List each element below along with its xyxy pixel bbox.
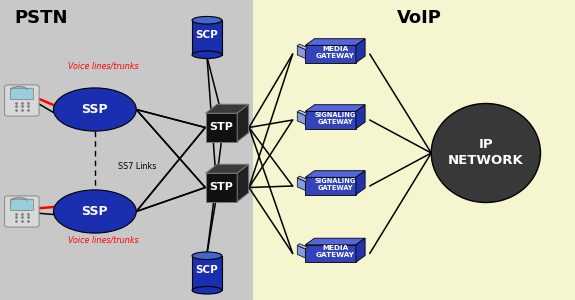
Polygon shape <box>297 244 308 249</box>
Text: STP: STP <box>209 182 233 193</box>
Polygon shape <box>297 178 305 190</box>
FancyBboxPatch shape <box>10 88 33 100</box>
FancyBboxPatch shape <box>192 20 222 55</box>
Ellipse shape <box>431 103 540 202</box>
Polygon shape <box>297 112 305 124</box>
Circle shape <box>53 190 136 233</box>
Bar <box>305 45 356 63</box>
Text: SCP: SCP <box>196 265 218 275</box>
FancyBboxPatch shape <box>10 199 33 211</box>
Text: SS7 Links: SS7 Links <box>118 162 156 171</box>
Polygon shape <box>297 110 308 116</box>
Ellipse shape <box>192 51 222 59</box>
Polygon shape <box>356 105 365 129</box>
Text: SCP: SCP <box>196 29 218 40</box>
Bar <box>206 173 237 202</box>
Polygon shape <box>356 238 365 262</box>
Text: IP
NETWORK: IP NETWORK <box>448 139 524 167</box>
Polygon shape <box>305 39 365 45</box>
Ellipse shape <box>192 252 222 260</box>
Polygon shape <box>206 164 249 173</box>
Bar <box>305 177 356 195</box>
Polygon shape <box>297 44 308 50</box>
Ellipse shape <box>192 286 222 294</box>
Text: MEDIA
GATEWAY: MEDIA GATEWAY <box>316 245 355 258</box>
FancyBboxPatch shape <box>192 256 222 290</box>
FancyBboxPatch shape <box>5 196 39 227</box>
Circle shape <box>53 88 136 131</box>
Text: Voice lines/trunks: Voice lines/trunks <box>68 236 139 244</box>
Text: STP: STP <box>209 122 233 133</box>
Text: MEDIA
GATEWAY: MEDIA GATEWAY <box>316 46 355 59</box>
Polygon shape <box>356 39 365 63</box>
Polygon shape <box>356 171 365 195</box>
Polygon shape <box>237 104 249 142</box>
Polygon shape <box>237 164 249 202</box>
Polygon shape <box>305 171 365 177</box>
Polygon shape <box>297 245 305 258</box>
Text: Voice lines/trunks: Voice lines/trunks <box>68 61 139 70</box>
Text: SSP: SSP <box>82 103 108 116</box>
Text: SSP: SSP <box>82 205 108 218</box>
Bar <box>206 113 237 142</box>
Text: PSTN: PSTN <box>14 9 68 27</box>
Ellipse shape <box>192 16 222 24</box>
Bar <box>305 111 356 129</box>
Polygon shape <box>305 238 365 245</box>
Bar <box>305 245 356 262</box>
Polygon shape <box>297 46 305 58</box>
Polygon shape <box>206 104 249 113</box>
Text: SIGNALING
GATEWAY: SIGNALING GATEWAY <box>315 178 356 191</box>
Polygon shape <box>297 176 308 182</box>
Text: VoIP: VoIP <box>397 9 442 27</box>
Bar <box>253 0 575 300</box>
FancyBboxPatch shape <box>5 85 39 116</box>
Bar <box>0 0 253 300</box>
Text: SIGNALING
GATEWAY: SIGNALING GATEWAY <box>315 112 356 125</box>
Polygon shape <box>305 105 365 111</box>
